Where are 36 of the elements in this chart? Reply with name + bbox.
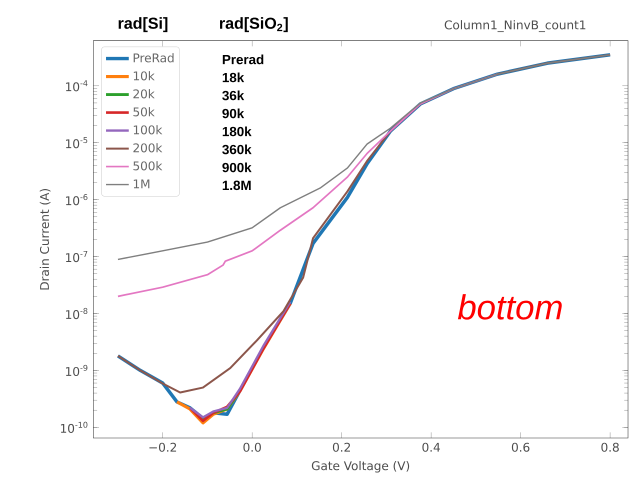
annotation: 180k — [222, 126, 252, 136]
chart-title: Column1_NinvB_count1 — [444, 20, 586, 32]
x-tick-label: 0.0 — [243, 442, 261, 452]
legend-label: 100k — [134, 125, 162, 134]
legend-label: 10k — [134, 71, 155, 80]
annotation: 90k — [222, 108, 244, 118]
x-tick-label: 0.6 — [512, 442, 530, 452]
y-tick-label: 10$^{-4}$ — [66, 80, 88, 92]
legend-label: PreRad — [134, 53, 174, 62]
legend-label: 200k — [133, 143, 162, 152]
y-tick-label: 10$^{-7}$ — [66, 251, 88, 262]
x-tick-label: 0.4 — [422, 442, 440, 452]
text: rad[Si] — [118, 17, 168, 32]
annotation: 900k — [222, 162, 252, 172]
legend-label: 50k — [133, 107, 155, 116]
y-tick-label: 10$^{-6}$ — [66, 194, 88, 206]
x-axis-title: Gate Voltage (V) — [312, 460, 410, 473]
legend-label: 1M — [134, 179, 150, 188]
annotation: bottom — [458, 294, 562, 320]
annotation: 36k — [222, 90, 244, 100]
y-axis-title: Drain Current (A) — [40, 189, 50, 290]
y-tick-label: 10$^{-5}$ — [66, 137, 88, 148]
x-tick-label: 0.8 — [601, 442, 619, 452]
annotation: 1.8M — [222, 180, 251, 190]
line-series — [117, 54, 611, 260]
x-tick-label: 0.2 — [332, 442, 350, 452]
y-tick-label: 10$^{-8}$ — [66, 308, 88, 320]
annotation: Prerad — [222, 54, 264, 64]
legend-label: 20k — [133, 89, 155, 98]
annotation: 18k — [222, 72, 244, 82]
y-tick-label: 10$^{-10}$ — [60, 422, 88, 433]
legend-label: 500k — [133, 161, 162, 170]
text: rad[SiO$_{2}$] — [220, 17, 288, 32]
x-tick-label: −0.2 — [149, 442, 176, 452]
y-tick-label: 10$^{-9}$ — [66, 364, 88, 376]
annotation: 360k — [222, 144, 252, 154]
